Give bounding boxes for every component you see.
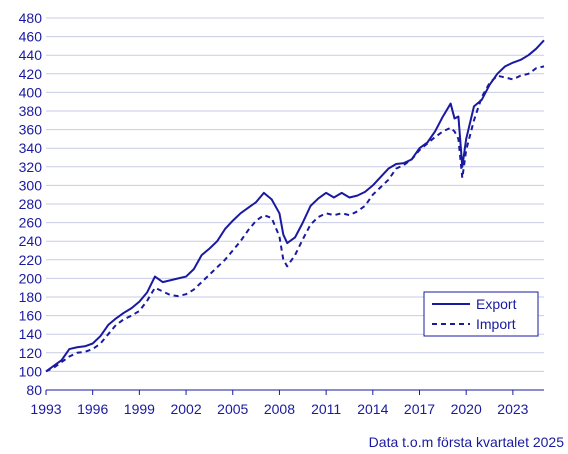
series-line-export [45, 39, 545, 373]
source-note: Data t.o.m första kvartalet 2025 [368, 434, 564, 450]
legend-label-import: Import [476, 316, 516, 332]
x-tick-label: 2017 [404, 401, 435, 417]
y-tick-label: 260 [19, 215, 43, 231]
x-tick-label: 1993 [30, 401, 61, 417]
y-tick-label: 140 [19, 326, 43, 342]
x-axis-ticks: 1993 1996 1999 2002 2005 2008 2011 2014 2017 2020… [30, 390, 529, 417]
y-tick-label: 120 [19, 345, 43, 361]
y-tick-label: 320 [19, 159, 43, 175]
y-tick-label: 300 [19, 177, 43, 193]
x-tick-label: 2008 [264, 401, 295, 417]
y-tick-label: 480 [19, 10, 43, 26]
x-tick-label: 2014 [357, 401, 388, 417]
y-tick-label: 160 [19, 308, 43, 324]
y-tick-label: 420 [19, 66, 43, 82]
y-tick-label: 100 [19, 363, 43, 379]
x-tick-label: 1996 [77, 401, 108, 417]
y-axis-ticks: 80 100 120 140 160 180 200 220 240 260 280 300 320 34… [19, 10, 43, 398]
legend-label-export: Export [476, 296, 517, 312]
y-tick-label: 180 [19, 289, 43, 305]
y-tick-label: 220 [19, 252, 43, 268]
y-tick-label: 440 [19, 47, 43, 63]
x-tick-label: 2011 [311, 401, 341, 417]
y-tick-label: 80 [26, 382, 42, 398]
x-tick-label: 2002 [170, 401, 201, 417]
series-lines [45, 39, 545, 373]
y-tick-label: 400 [19, 84, 43, 100]
x-tick-label: 1999 [124, 401, 155, 417]
legend: Export Import [423, 291, 539, 337]
y-tick-label: 280 [19, 196, 43, 212]
x-tick-label: 2023 [497, 401, 528, 417]
x-tick-label: 2005 [217, 401, 248, 417]
y-tick-label: 460 [19, 29, 43, 45]
y-tick-label: 360 [19, 122, 43, 138]
y-tick-label: 240 [19, 233, 43, 249]
y-tick-label: 200 [19, 270, 43, 286]
x-tick-label: 2020 [451, 401, 482, 417]
y-tick-label: 380 [19, 103, 43, 119]
y-tick-label: 340 [19, 140, 43, 156]
legend-box [423, 291, 539, 337]
